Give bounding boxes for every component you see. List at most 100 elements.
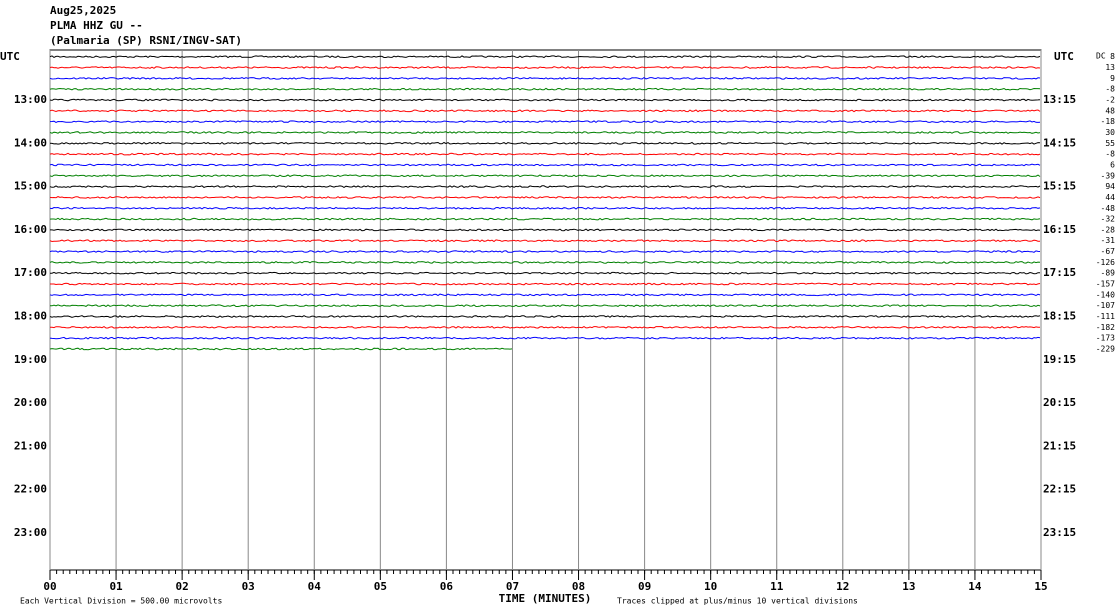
x-tick-label: 01 (109, 580, 123, 593)
trace (49, 315, 1041, 318)
dc-offset: -157 (1096, 280, 1115, 289)
trace (49, 87, 1041, 91)
hour-label-left: 21:00 (14, 439, 47, 452)
dc-offset: 6 (1110, 160, 1115, 169)
hour-label-right: 19:15 (1043, 353, 1076, 366)
hour-label-left: 15:00 (14, 180, 47, 193)
hour-label-right: 21:15 (1043, 439, 1076, 452)
x-tick-label: 00 (43, 580, 56, 593)
dc-offset: -107 (1096, 301, 1115, 310)
trace (49, 239, 1041, 243)
x-tick-label: 10 (704, 580, 717, 593)
trace (49, 261, 1041, 264)
hour-label-left: 18:00 (14, 310, 47, 323)
x-tick-label: 12 (836, 580, 849, 593)
hour-label-left: 19:00 (14, 353, 47, 366)
trace (50, 282, 1041, 286)
trace (50, 325, 1041, 329)
dc-offset: -18 (1101, 117, 1116, 126)
dc-offset: -32 (1101, 215, 1116, 224)
dc-offset: 48 (1105, 106, 1115, 115)
dc-offset: -28 (1101, 225, 1116, 234)
x-tick-label: 06 (440, 580, 454, 593)
trace (50, 271, 1040, 275)
hour-label-left: 20:00 (14, 396, 47, 409)
hour-label-right: 14:15 (1043, 136, 1076, 149)
dc-offset: 30 (1105, 128, 1115, 137)
trace (49, 174, 1041, 178)
dc-offset: -182 (1096, 323, 1115, 332)
footer-left: Each Vertical Division = 500.00 microvol… (20, 597, 222, 606)
x-tick-label: 15 (1034, 580, 1047, 593)
footer-right: Traces clipped at plus/minus 10 vertical… (617, 597, 858, 606)
x-tick-label: 09 (638, 580, 651, 593)
dc-offset: -8 (1105, 85, 1115, 94)
title-line: Aug25,2025 (50, 4, 116, 17)
dc-offset: -111 (1096, 312, 1115, 321)
x-tick-label: 07 (506, 580, 519, 593)
x-tick-label: 13 (902, 580, 915, 593)
trace (49, 347, 513, 351)
trace (49, 196, 1041, 199)
dc-offset: 13 (1105, 63, 1115, 72)
dc-offset: 55 (1105, 139, 1115, 148)
dc-offset: -140 (1096, 290, 1115, 299)
x-tick-label: 02 (176, 580, 189, 593)
x-tick-label: 08 (572, 580, 585, 593)
hour-label-left: 13:00 (14, 93, 47, 106)
x-tick-label: 14 (968, 580, 982, 593)
trace (49, 109, 1041, 113)
hour-label-left: 17:00 (14, 266, 47, 279)
dc-offset: -48 (1101, 204, 1116, 213)
trace (49, 131, 1041, 134)
x-tick-label: 04 (308, 580, 322, 593)
hour-label-right: 22:15 (1043, 483, 1076, 496)
dc-offset: -126 (1096, 258, 1115, 267)
trace (49, 206, 1041, 210)
trace (49, 141, 1041, 145)
trace (49, 163, 1041, 167)
hour-label-right: 18:15 (1043, 310, 1076, 323)
trace (49, 304, 1041, 308)
x-axis-title: TIME (MINUTES) (499, 592, 592, 605)
dc-offset: 94 (1105, 182, 1115, 191)
dc-offset: 44 (1105, 193, 1115, 202)
hour-label-right: 17:15 (1043, 266, 1076, 279)
x-tick-label: 05 (374, 580, 387, 593)
dc-offset: -67 (1101, 247, 1116, 256)
dc-offset: 8 (1110, 52, 1115, 61)
hour-label-right: 15:15 (1043, 180, 1076, 193)
dc-offset: -89 (1101, 269, 1116, 278)
title-line: PLMA HHZ GU -- (50, 19, 143, 32)
trace (49, 152, 1041, 156)
dc-offset: -173 (1096, 334, 1115, 343)
dc-offset: -8 (1105, 150, 1115, 159)
hour-label-right: 16:15 (1043, 223, 1076, 236)
hour-label-right: 20:15 (1043, 396, 1076, 409)
title-line: (Palmaria (SP) RSNI/INGV-SAT) (50, 34, 242, 47)
hour-label-left: 14:00 (14, 136, 47, 149)
left-axis-title: UTC (0, 50, 20, 63)
dc-offset: -2 (1105, 96, 1115, 105)
x-tick-label: 03 (242, 580, 255, 593)
trace (49, 120, 1041, 124)
hour-label-right: 23:15 (1043, 526, 1076, 539)
trace (49, 250, 1041, 253)
trace (49, 293, 1041, 297)
dc-offset: -31 (1101, 236, 1116, 245)
dc-offset: -229 (1096, 344, 1115, 353)
trace (49, 185, 1041, 189)
hour-label-left: 22:00 (14, 483, 47, 496)
dc-offset: -39 (1101, 171, 1116, 180)
right-axis-title: UTC (1054, 50, 1074, 63)
trace (49, 66, 1041, 69)
trace (49, 98, 1041, 102)
trace (49, 76, 1041, 80)
x-tick-label: 11 (770, 580, 784, 593)
hour-label-left: 16:00 (14, 223, 47, 236)
plot-frame (49, 49, 1042, 571)
hour-label-left: 23:00 (14, 526, 47, 539)
trace (49, 217, 1041, 221)
hour-label-right: 13:15 (1043, 93, 1076, 106)
